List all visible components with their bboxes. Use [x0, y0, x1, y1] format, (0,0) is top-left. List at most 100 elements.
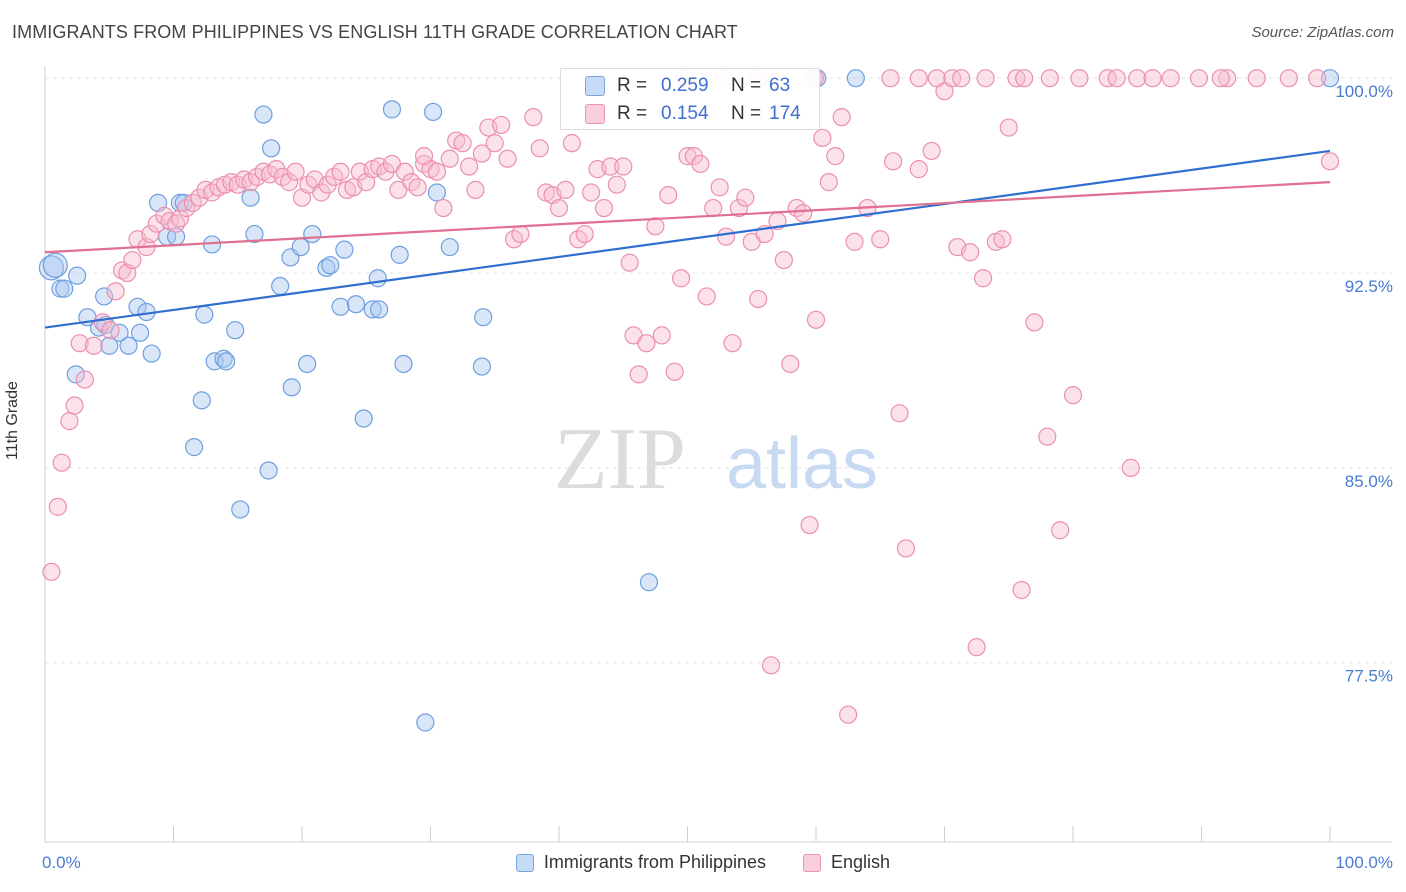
chart-title: IMMIGRANTS FROM PHILIPPINES VS ENGLISH 1…	[12, 22, 738, 42]
data-point-philippines	[363, 300, 382, 319]
legend-label-philippines: Immigrants from Philippines	[543, 852, 766, 872]
series-legend: Immigrants from Philippines English	[0, 852, 1406, 877]
data-point-philippines	[192, 391, 211, 410]
data-point-philippines	[846, 69, 865, 88]
legend-n-value: 63	[769, 75, 791, 96]
legend-label-english: English	[831, 852, 891, 872]
data-point-english	[659, 185, 678, 205]
data-point-philippines	[303, 224, 322, 244]
source-label: Source: ZipAtlas.com	[1251, 24, 1394, 41]
data-point-philippines	[423, 102, 443, 122]
data-point-english	[629, 365, 648, 384]
data-point-english	[909, 69, 928, 88]
data-point-english	[871, 230, 890, 249]
data-point-philippines	[298, 354, 317, 374]
trend-line-philippines	[44, 149, 1331, 329]
data-point-english	[48, 497, 67, 516]
watermark-atlas: atlas	[726, 424, 878, 504]
data-point-english	[890, 404, 909, 423]
data-point-english	[498, 149, 517, 168]
axes	[44, 66, 1392, 843]
data-point-philippines	[335, 240, 354, 259]
series-english	[42, 69, 1340, 724]
data-point-philippines	[639, 573, 659, 592]
data-point-philippines	[390, 245, 409, 264]
data-point-english	[575, 224, 594, 244]
data-point-philippines	[427, 183, 447, 202]
data-point-english	[1218, 69, 1237, 88]
correlation-legend: R = 0.259 N = 63 R = 0.154 N = 174	[560, 68, 820, 130]
legend-swatch-philippines	[515, 853, 534, 872]
data-point-english	[1038, 427, 1057, 446]
data-point-english	[466, 180, 485, 200]
data-point-english	[1007, 69, 1026, 88]
data-point-english	[524, 108, 543, 127]
data-point-english	[1128, 69, 1147, 88]
data-point-english	[549, 198, 569, 218]
data-point-philippines	[259, 461, 278, 480]
data-point-philippines	[195, 305, 214, 324]
legend-item-english[interactable]: English	[803, 852, 890, 873]
data-point-english	[1051, 521, 1070, 540]
data-point-english	[952, 69, 971, 88]
data-point-philippines	[254, 105, 273, 124]
trend-line-english	[44, 181, 1331, 254]
data-point-english	[65, 396, 84, 415]
legend-swatch-english	[803, 853, 822, 872]
data-point-english	[1279, 69, 1298, 88]
legend-r-value: 0.259	[661, 75, 709, 96]
data-point-english	[286, 162, 305, 181]
data-point-english	[781, 354, 800, 374]
data-point-english	[1070, 69, 1089, 88]
data-point-english	[999, 118, 1018, 137]
data-point-english	[967, 638, 986, 657]
data-point-english	[1015, 69, 1034, 88]
y-tick-label: 100.0%	[1335, 82, 1393, 101]
data-point-english	[614, 157, 633, 176]
data-point-english	[52, 453, 71, 472]
grid-lines	[45, 77, 1392, 664]
data-point-english	[761, 656, 781, 675]
data-point-english	[973, 269, 993, 288]
legend-item-philippines[interactable]: Immigrants from Philippines	[515, 852, 766, 873]
x-tick-label: 100.0%	[1335, 853, 1393, 872]
data-point-english	[1107, 69, 1126, 88]
data-point-english	[60, 412, 79, 431]
legend-swatch-english	[585, 104, 605, 124]
data-point-philippines	[38, 255, 65, 281]
data-point-philippines	[382, 100, 402, 119]
data-point-english	[976, 69, 995, 88]
data-point-english	[170, 209, 190, 228]
data-point-english	[800, 515, 819, 535]
data-point-english	[794, 204, 813, 223]
data-point-english	[601, 157, 620, 176]
legend-row-philippines: R = 0.259 N = 63	[561, 72, 790, 100]
data-point-philippines	[100, 336, 119, 355]
tick-labels: 100.0% 92.5% 85.0% 77.5% 0.0% 100.0%	[42, 82, 1393, 872]
trend-lines	[44, 149, 1331, 329]
data-point-english	[594, 198, 614, 218]
data-point-philippines	[416, 713, 435, 732]
data-point-english	[832, 108, 851, 127]
data-point-english	[556, 180, 575, 200]
data-point-english	[646, 217, 665, 236]
data-point-english	[472, 144, 491, 163]
data-point-english	[84, 336, 103, 355]
data-point-english	[909, 160, 928, 179]
data-point-philippines	[226, 321, 245, 340]
data-point-english	[896, 539, 916, 558]
data-point-english	[813, 128, 832, 148]
data-point-english	[665, 362, 684, 381]
data-point-english	[961, 243, 980, 262]
data-point-english	[749, 289, 768, 309]
data-point-philippines	[42, 252, 68, 278]
data-point-english	[774, 250, 793, 270]
data-point-english	[652, 326, 671, 345]
legend-n-label: N =	[731, 75, 762, 96]
legend-r-label: R =	[617, 103, 648, 124]
legend-n-value: 174	[769, 103, 801, 124]
data-point-english	[883, 152, 903, 171]
data-point-english	[691, 154, 710, 174]
data-point-english	[123, 250, 142, 270]
data-point-philippines	[95, 287, 114, 306]
